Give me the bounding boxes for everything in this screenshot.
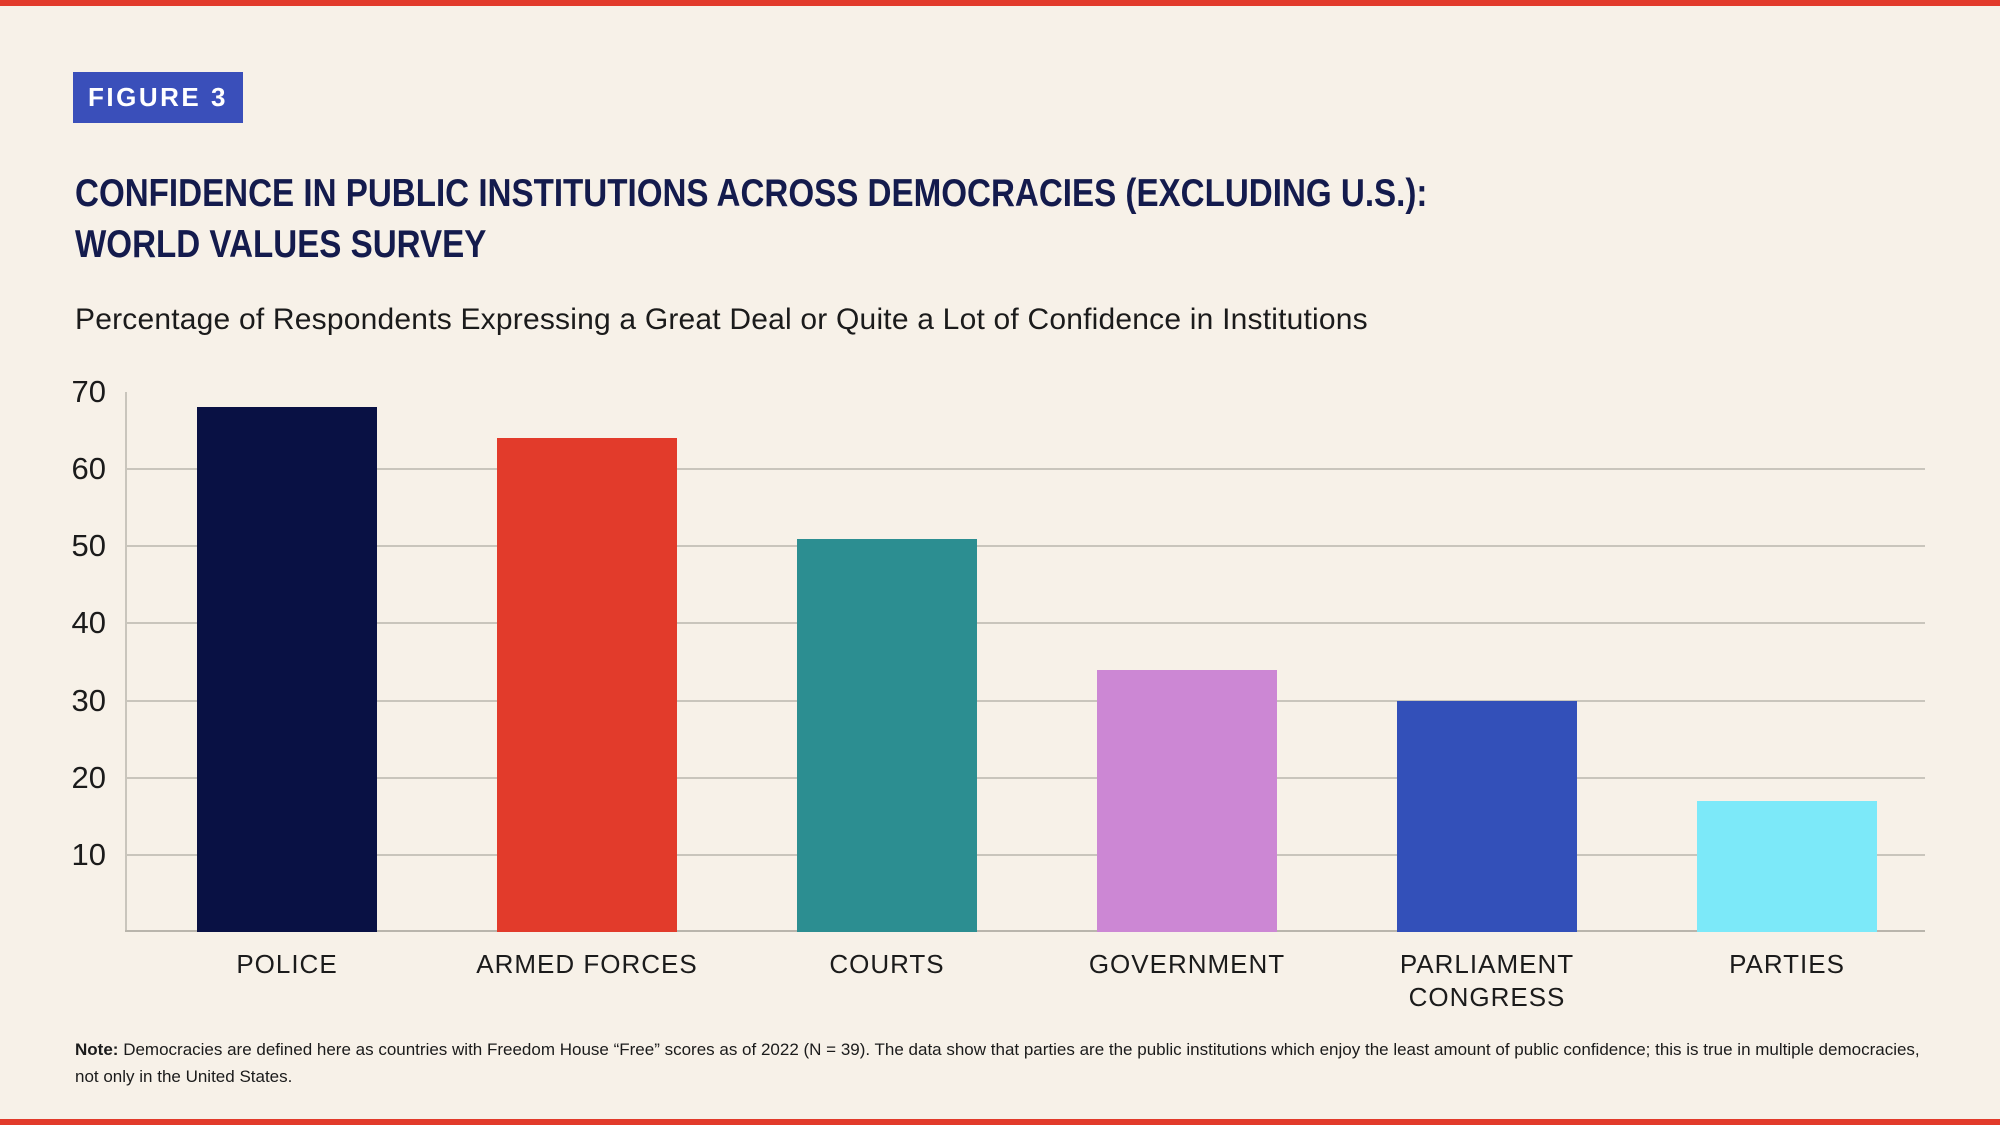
y-tick-label: 60 [71,451,106,487]
figure-badge: FIGURE 3 [73,72,243,123]
x-axis-label-parties: PARTIES [1729,949,1845,979]
y-gridline [125,699,1925,702]
figure-badge-label: FIGURE 3 [88,82,228,112]
y-tick-label: 20 [71,759,106,795]
chart-title-line1: CONFIDENCE IN PUBLIC INSTITUTIONS ACROSS… [75,172,1428,215]
bar-parties [1697,800,1877,932]
y-tick-label: 50 [71,528,106,564]
bar-parliament-congress [1397,700,1577,932]
y-gridline [125,853,1925,856]
y-gridline [125,545,1925,548]
top-accent-rule [0,0,2000,6]
x-axis-label-courts: COURTS [829,949,945,979]
bar-courts [797,538,977,932]
x-axis-label-government: GOVERNMENT [1088,949,1286,979]
chart-title: CONFIDENCE IN PUBLIC INSTITUTIONS ACROSS… [75,168,1427,271]
x-axis-line [125,930,1925,932]
source-note: Note: Democracies are defined here as co… [75,1036,1931,1090]
chart-subtitle: Percentage of Respondents Expressing a G… [75,303,1368,336]
y-gridline [125,776,1925,779]
x-axis-label-parliament-congress: PARLIAMENT CONGRESS [1399,949,1575,1012]
y-axis-line [125,392,127,932]
bottom-accent-rule [0,1119,2000,1125]
bar-government [1097,669,1277,932]
y-gridline [125,468,1925,471]
source-note-text: Democracies are defined here as countrie… [75,1040,1920,1087]
y-tick-label: 30 [71,682,106,718]
bar-armed-forces [497,438,677,932]
y-tick-label: 40 [71,605,106,641]
y-tick-label: 10 [71,836,106,872]
x-axis-label-police: POLICE [236,949,338,979]
y-tick-label: 70 [71,374,106,409]
source-note-label: Note: [75,1040,119,1059]
bar-police [197,407,377,932]
y-gridline [125,622,1925,625]
x-axis-label-armed-forces: ARMED FORCES [476,949,698,979]
chart-title-line2: WORLD VALUES SURVEY [75,223,487,267]
